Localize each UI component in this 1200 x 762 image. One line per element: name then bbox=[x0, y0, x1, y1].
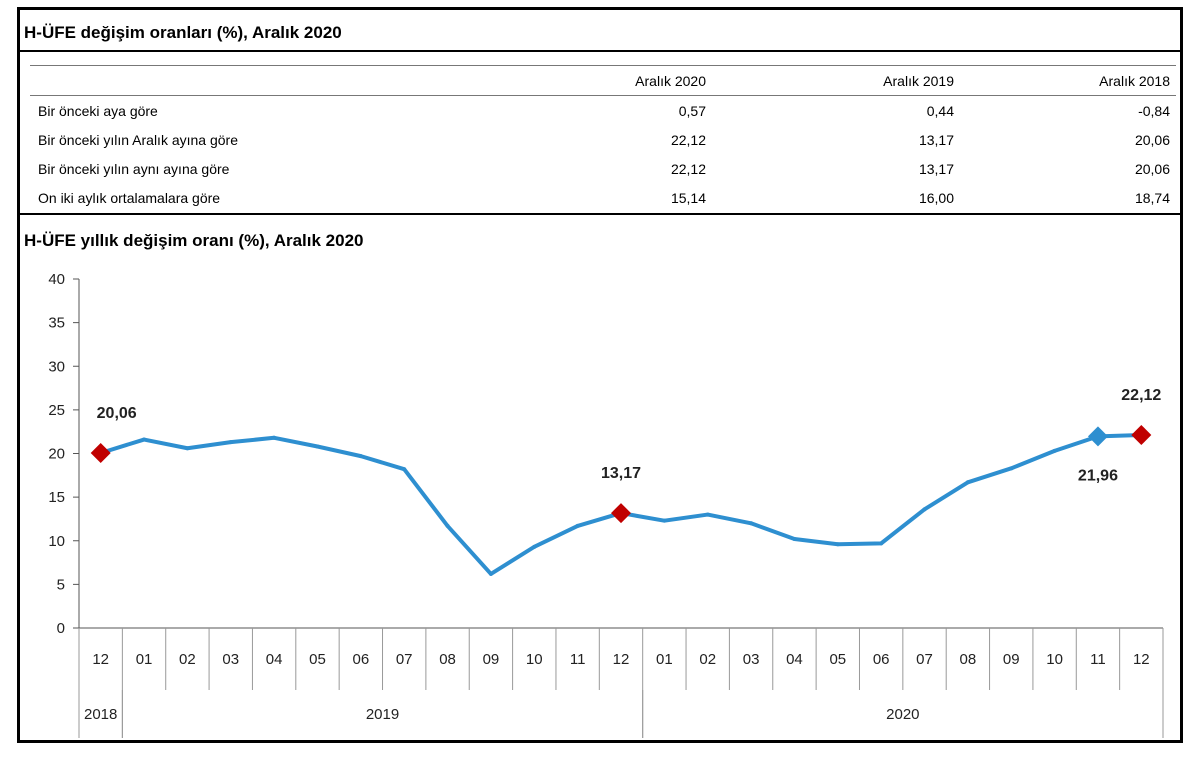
table-title-divider bbox=[20, 50, 1180, 52]
x-tick-label: 01 bbox=[656, 651, 673, 668]
x-tick-label: 10 bbox=[526, 651, 543, 668]
column-header-aralik-2020: Aralık 2020 bbox=[635, 73, 706, 89]
year-label: 2018 bbox=[84, 706, 117, 723]
table-title: H-ÜFE değişim oranları (%), Aralık 2020 bbox=[24, 23, 342, 42]
x-tick-label: 10 bbox=[1046, 651, 1063, 668]
data-label: 20,06 bbox=[97, 405, 137, 422]
x-tick-label: 05 bbox=[309, 651, 326, 668]
table-cell: 16,00 bbox=[918, 190, 954, 206]
data-marker bbox=[611, 503, 631, 524]
y-tick-label: 15 bbox=[48, 489, 65, 506]
data-point bbox=[1052, 448, 1057, 453]
y-tick-label: 20 bbox=[48, 446, 65, 463]
table-row-label: On iki aylık ortalamalara göre bbox=[38, 190, 221, 206]
x-tick-label: 08 bbox=[960, 651, 977, 668]
data-point bbox=[922, 507, 927, 512]
table-cell: 13,17 bbox=[918, 161, 954, 177]
data-point bbox=[965, 480, 970, 485]
y-tick-label: 0 bbox=[57, 620, 65, 637]
data-point bbox=[402, 467, 407, 472]
x-tick-label: 07 bbox=[916, 651, 933, 668]
table-row-label: Bir önceki aya göre bbox=[38, 103, 158, 119]
year-label: 2019 bbox=[366, 706, 399, 723]
y-tick-label: 5 bbox=[57, 576, 65, 593]
table-cell: 18,74 bbox=[1134, 190, 1170, 206]
x-tick-label: 12 bbox=[613, 651, 630, 668]
x-tick-label: 12 bbox=[1133, 651, 1150, 668]
x-tick-label: 04 bbox=[786, 651, 803, 668]
x-tick-label: 09 bbox=[1003, 651, 1020, 668]
table-bottom-divider bbox=[20, 213, 1180, 215]
table-cell: 20,06 bbox=[1134, 132, 1170, 148]
year-label: 2020 bbox=[886, 706, 919, 723]
table-cell: 15,14 bbox=[670, 190, 706, 206]
data-marker bbox=[90, 442, 111, 463]
x-tick-label: 06 bbox=[873, 651, 890, 668]
data-point bbox=[705, 512, 710, 517]
data-label: 21,96 bbox=[1078, 467, 1118, 484]
data-point bbox=[792, 537, 797, 542]
figure-frame bbox=[17, 7, 1183, 743]
table-row-label: Bir önceki yılın Aralık ayına göre bbox=[38, 132, 238, 148]
table-cell: 22,12 bbox=[670, 132, 706, 148]
data-point bbox=[185, 446, 190, 451]
data-point bbox=[228, 440, 233, 445]
table-cell: 0,57 bbox=[678, 103, 706, 119]
table-cell: -0,84 bbox=[1138, 103, 1170, 119]
x-tick-label: 02 bbox=[179, 651, 196, 668]
x-tick-label: 03 bbox=[743, 651, 760, 668]
x-tick-label: 06 bbox=[352, 651, 369, 668]
x-tick-label: 02 bbox=[699, 651, 716, 668]
data-point bbox=[662, 518, 667, 523]
x-tick-label: 04 bbox=[266, 651, 283, 668]
x-tick-label: 09 bbox=[483, 651, 500, 668]
y-tick-label: 10 bbox=[48, 533, 65, 550]
x-tick-label: 12 bbox=[92, 651, 109, 668]
x-tick-label: 11 bbox=[570, 651, 586, 668]
data-point bbox=[532, 544, 537, 549]
data-label: 13,17 bbox=[601, 465, 641, 482]
data-point bbox=[358, 454, 363, 459]
data-point bbox=[835, 542, 840, 547]
data-point bbox=[879, 541, 884, 546]
table-cell: 22,12 bbox=[670, 161, 706, 177]
column-header-aralik-2019: Aralık 2019 bbox=[883, 73, 954, 89]
table-cell: 0,44 bbox=[926, 103, 954, 119]
y-tick-label: 30 bbox=[48, 358, 65, 375]
data-point bbox=[445, 523, 450, 528]
table-cell: 20,06 bbox=[1134, 161, 1170, 177]
data-marker bbox=[1087, 426, 1108, 447]
x-tick-label: 01 bbox=[136, 651, 153, 668]
y-tick-label: 40 bbox=[48, 271, 65, 288]
data-point bbox=[488, 571, 493, 576]
x-tick-label: 05 bbox=[829, 651, 846, 668]
data-point bbox=[315, 444, 320, 449]
data-point bbox=[575, 523, 580, 528]
x-tick-label: 03 bbox=[222, 651, 239, 668]
y-tick-label: 25 bbox=[48, 402, 65, 419]
x-tick-label: 07 bbox=[396, 651, 413, 668]
table-row-label: Bir önceki yılın aynı ayına göre bbox=[38, 161, 230, 177]
column-header-aralik-2018: Aralık 2018 bbox=[1099, 73, 1170, 89]
table-cell: 13,17 bbox=[918, 132, 954, 148]
data-label: 22,12 bbox=[1121, 387, 1161, 404]
y-tick-label: 35 bbox=[48, 315, 65, 332]
table-header-rule bbox=[30, 95, 1176, 96]
data-point bbox=[272, 435, 277, 440]
chart-title: H-ÜFE yıllık değişim oranı (%), Aralık 2… bbox=[24, 231, 364, 250]
data-point bbox=[1009, 466, 1014, 471]
x-tick-label: 08 bbox=[439, 651, 456, 668]
data-point bbox=[142, 437, 147, 442]
table-top-rule bbox=[30, 65, 1176, 66]
data-marker bbox=[1131, 425, 1152, 446]
x-tick-label: 11 bbox=[1090, 651, 1106, 668]
data-point bbox=[749, 521, 754, 526]
